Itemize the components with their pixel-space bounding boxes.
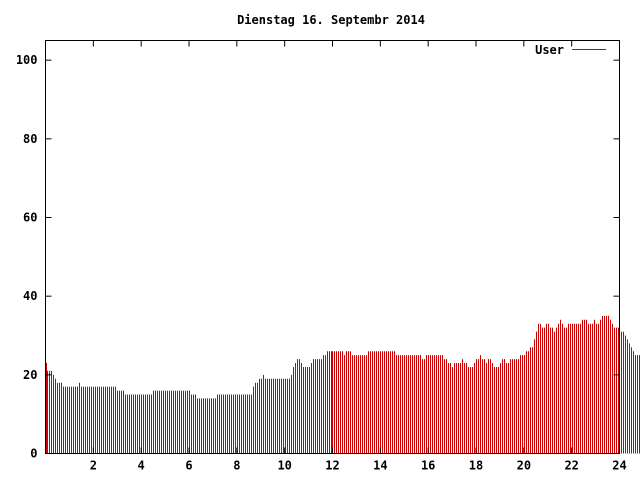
chart-title: Dienstag 16. Septembr 2014 [237,13,425,27]
x-tick-label: 12 [325,459,339,473]
x-tick-label: 20 [517,459,531,473]
x-tick-label: 24 [612,459,626,473]
y-tick-label: 40 [23,289,37,303]
x-tick-label: 16 [421,459,435,473]
y-tick-label: 60 [23,211,37,225]
y-tick-label: 100 [16,53,38,67]
x-tick-label: 18 [469,459,483,473]
x-tick-label: 14 [373,459,387,473]
x-tick-label: 10 [277,459,291,473]
x-tick-label: 22 [564,459,578,473]
y-tick-label: 20 [23,368,37,382]
x-tick-label: 8 [233,459,240,473]
plot-frame [45,40,620,454]
x-tick-label: 4 [138,459,145,473]
legend-label-user: User [535,43,564,57]
y-tick-label: 0 [30,447,37,461]
x-tick-label: 6 [185,459,192,473]
bars-group [46,315,640,454]
x-tick-label: 2 [90,459,97,473]
legend: User [535,43,606,57]
y-tick-label: 80 [23,132,37,146]
